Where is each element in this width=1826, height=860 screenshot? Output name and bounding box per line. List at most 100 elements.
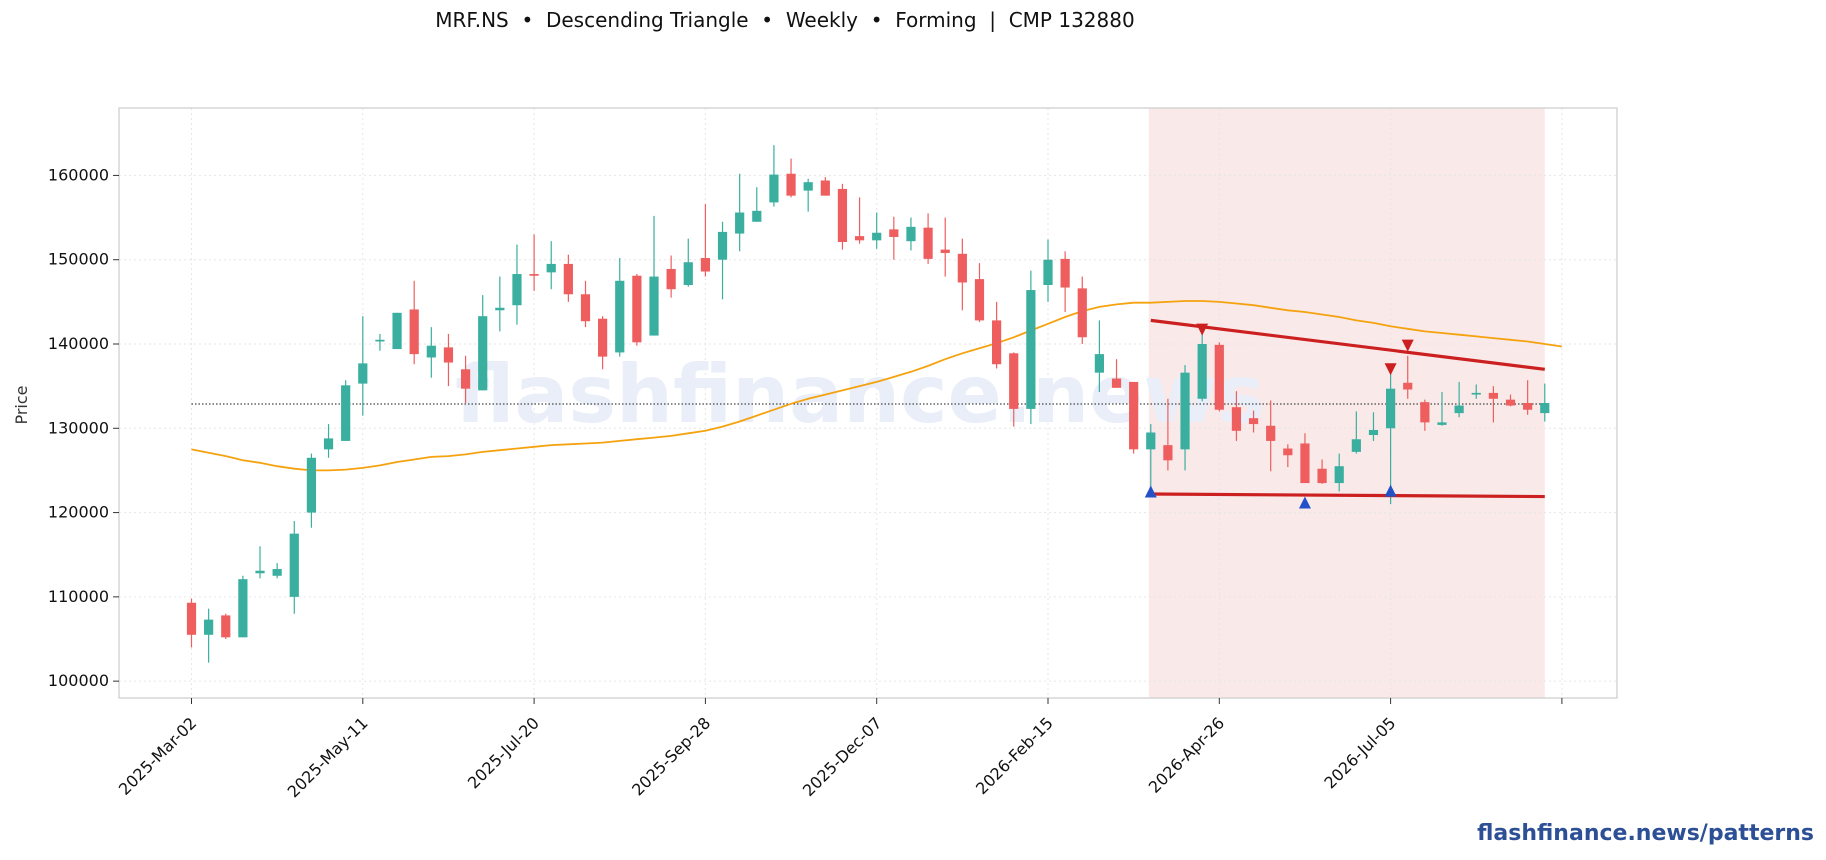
- candle-body: [1197, 344, 1207, 399]
- candle-down: [460, 355, 471, 403]
- candle-down: [529, 234, 539, 291]
- candle-body: [1471, 392, 1481, 395]
- candle-body: [1300, 443, 1310, 484]
- candle-body: [478, 316, 488, 391]
- x-tick-label: 2025-Jul-20: [464, 713, 543, 792]
- candle-down: [1283, 444, 1293, 468]
- x-tick-label: 2026-Apr-26: [1145, 713, 1228, 796]
- candle-body: [1334, 466, 1344, 484]
- candle-body: [649, 276, 659, 336]
- candles: [186, 145, 1550, 663]
- pattern-markers: [1144, 323, 1414, 509]
- candle-body: [974, 279, 985, 321]
- candle-body: [1351, 439, 1361, 452]
- candle-body: [375, 339, 385, 342]
- candle-down: [957, 238, 967, 311]
- x-tick-label: 2025-Sep-28: [628, 713, 714, 799]
- y-tick-label: 160000: [48, 165, 109, 184]
- candle-body: [717, 231, 728, 260]
- y-tick-label: 120000: [48, 503, 109, 522]
- candle-body: [341, 385, 351, 441]
- candle-up: [803, 178, 813, 212]
- candle-body: [289, 533, 299, 597]
- candle-body: [238, 579, 248, 638]
- candle-body: [1523, 403, 1533, 410]
- y-axis-label: Price: [12, 385, 31, 424]
- candle-up: [392, 312, 402, 350]
- candle-body: [666, 268, 676, 290]
- footer-link[interactable]: flashfinance.news/patterns: [1477, 821, 1814, 846]
- candle-up: [752, 187, 762, 222]
- candle-body: [752, 210, 762, 222]
- candle-up: [1368, 412, 1379, 441]
- candle-up: [306, 453, 317, 528]
- candle-body: [1386, 388, 1396, 429]
- candle-down: [1163, 398, 1173, 471]
- candle-body: [837, 188, 848, 243]
- y-axis: 100000 110000 120000 130000 140000 150000 1600…: [48, 165, 119, 690]
- candle-body: [786, 173, 796, 196]
- x-axis: 2025-Mar-02 2025-May-11 2025-Jul-20 2025-Se…: [115, 698, 1563, 801]
- candle-down: [1111, 359, 1122, 388]
- candle-body: [1146, 432, 1156, 450]
- y-tick-label: 110000: [48, 587, 109, 606]
- candle-up: [341, 380, 351, 441]
- candle-down: [889, 216, 899, 260]
- candle-up: [906, 217, 916, 251]
- candle-down: [1420, 399, 1430, 431]
- candle-body: [1009, 353, 1019, 409]
- candle-up: [1454, 381, 1464, 418]
- candle-body: [1454, 405, 1464, 414]
- candle-up: [1026, 270, 1036, 425]
- candle-body: [957, 253, 967, 283]
- candle-down: [1009, 352, 1019, 427]
- candle-down: [974, 263, 985, 323]
- y-tick-label: 150000: [48, 250, 109, 269]
- candle-body: [700, 258, 710, 272]
- candle-body: [1111, 378, 1122, 388]
- candle-up: [1146, 424, 1156, 492]
- pattern-resistance-line: [1150, 318, 1545, 371]
- x-tick-label: 2025-Mar-02: [115, 713, 200, 798]
- candle-down: [940, 217, 950, 277]
- high-marker-triangle: [1196, 323, 1209, 336]
- candle-up: [358, 316, 368, 416]
- candle-up: [478, 295, 488, 391]
- x-tick-label: 2025-May-11: [284, 713, 372, 801]
- candle-down: [1060, 251, 1070, 312]
- candle-up: [512, 244, 522, 325]
- candle-body: [1437, 422, 1447, 425]
- ma-line: [191, 300, 1563, 472]
- candle-body: [769, 174, 779, 203]
- candle-body: [1488, 392, 1498, 399]
- moving-average: [191, 300, 1563, 472]
- candle-down: [1488, 386, 1498, 423]
- candle-body: [1540, 403, 1550, 414]
- candle-down: [1077, 276, 1087, 344]
- candle-down: [1129, 381, 1139, 454]
- candle-body: [1266, 425, 1276, 441]
- candle-body: [580, 294, 591, 322]
- candle-body: [546, 263, 556, 273]
- candle-up: [272, 563, 282, 579]
- candle-up: [872, 212, 882, 249]
- low-marker-triangle: [1144, 485, 1157, 498]
- candle-up: [615, 258, 625, 357]
- candle-up: [683, 238, 693, 287]
- candle-body: [1043, 259, 1053, 285]
- x-tick-label: 2026-Feb-15: [972, 713, 1057, 798]
- candle-body: [1317, 468, 1327, 484]
- candle-down: [786, 158, 796, 198]
- candle-up: [1386, 365, 1396, 505]
- candle-up: [323, 424, 334, 458]
- candle-body: [683, 262, 693, 285]
- x-tick-label: 2026-Jul-05: [1320, 713, 1399, 792]
- candle-body: [803, 182, 813, 191]
- candle-down: [598, 316, 608, 370]
- candle-down: [837, 183, 848, 250]
- candle-up: [1540, 383, 1550, 422]
- candle-body: [889, 229, 899, 237]
- candle-body: [272, 569, 282, 576]
- candle-down: [1523, 380, 1533, 415]
